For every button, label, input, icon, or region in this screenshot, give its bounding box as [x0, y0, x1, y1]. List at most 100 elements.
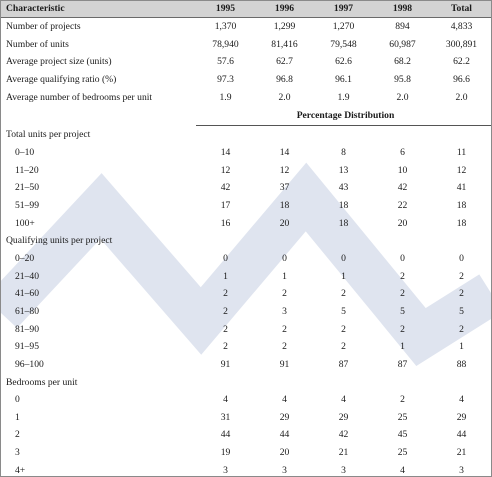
row-value: 2: [400, 288, 405, 300]
row-value: 1.9: [337, 91, 350, 103]
row-value: 1,370: [214, 21, 237, 32]
table-row: 91–95 2 2 2 1 1: [1, 338, 491, 356]
row-value: 2: [400, 323, 405, 335]
row-value: 1,270: [332, 21, 355, 32]
row-value: 19: [220, 447, 231, 459]
table-row: 81–90 2 2 2 2 2: [1, 321, 491, 339]
row-value: 2: [282, 288, 287, 300]
section-title-row: Total units per project: [1, 126, 491, 145]
row-value: 57.6: [217, 56, 234, 68]
row-value: 4,833: [450, 21, 473, 32]
table-row: 21–40 1 1 1 2 2: [1, 268, 491, 286]
row-value: 18: [338, 217, 349, 229]
summary-row: Average number of bedrooms per unit 1.9 2.…: [1, 89, 491, 107]
section-title-row: Qualifying units per project: [1, 232, 491, 250]
row-label: 21–40: [15, 270, 39, 282]
row-value: 78,940: [212, 38, 239, 50]
row-value: 2: [400, 270, 405, 282]
row-label: 91–95: [15, 341, 39, 353]
summary-row: Average project size (units) 57.6 62.7 62.6…: [1, 54, 491, 72]
row-value: 2: [282, 323, 287, 335]
row-value: 2: [341, 288, 346, 300]
row-value: 14: [279, 147, 290, 159]
row-value: 25: [397, 411, 408, 423]
row-value: 0: [341, 253, 346, 265]
row-value: 5: [459, 305, 464, 317]
table-row: 100+ 16 20 18 20 18: [1, 215, 491, 233]
row-value: 16: [220, 217, 231, 229]
row-value: 12: [456, 164, 467, 176]
row-value: 44: [456, 429, 467, 441]
row-label: 21–50: [15, 182, 39, 194]
table-row: 11–20 12 12 13 10 12: [1, 162, 491, 180]
row-value: 62.6: [335, 56, 352, 68]
row-label: Average project size (units): [6, 56, 112, 68]
row-value: 1: [459, 341, 464, 353]
row-value: 4: [400, 464, 405, 476]
row-value: 11: [456, 147, 467, 159]
column-header: 1995: [196, 1, 255, 18]
row-value: 10: [397, 164, 408, 176]
table-row: 21–50 42 37 43 42 41: [1, 180, 491, 198]
row-value: 41: [456, 182, 467, 194]
row-label: 4+: [15, 464, 26, 476]
row-label: Number of projects: [6, 21, 81, 32]
row-label: Average number of bedrooms per unit: [6, 91, 153, 103]
row-value: 1: [400, 341, 405, 353]
row-value: 12: [279, 164, 290, 176]
row-value: 2: [282, 341, 287, 353]
row-value: 91: [220, 358, 231, 370]
row-value: 2: [223, 305, 228, 317]
row-value: 2: [459, 270, 464, 282]
row-value: 5: [400, 305, 405, 317]
row-value: 44: [220, 429, 231, 441]
table-row: 51–99 17 18 18 22 18: [1, 197, 491, 215]
row-value: 87: [397, 358, 408, 370]
row-value: 62.7: [276, 56, 293, 68]
section-title-row: Bedrooms per unit: [1, 374, 491, 392]
row-value: 17: [220, 199, 231, 211]
row-value: 21: [456, 447, 467, 459]
row-value: 4: [459, 394, 464, 406]
row-value: 3: [459, 464, 464, 476]
header-row: Characteristic 1995 1996 1997 1998 Total: [1, 1, 491, 18]
row-value: 2: [459, 323, 464, 335]
row-value: 42: [397, 182, 408, 194]
row-value: 3: [282, 305, 287, 317]
row-value: 18: [338, 199, 349, 211]
table-row: 4+ 3 3 3 4 3: [1, 462, 491, 476]
row-label: 51–99: [15, 199, 39, 211]
row-value: 97.3: [217, 73, 234, 85]
row-value: 68.2: [394, 56, 411, 68]
table-body: Number of projects 1,370 1,299 1,270 894 4,83…: [1, 18, 491, 477]
row-value: 81,416: [271, 38, 298, 50]
row-value: 60,987: [389, 38, 416, 50]
row-value: 43: [338, 182, 349, 194]
row-value: 79,548: [330, 38, 357, 50]
row-value: 29: [279, 411, 290, 423]
row-value: 3: [282, 464, 287, 476]
row-value: 29: [338, 411, 349, 423]
row-value: 5: [341, 305, 346, 317]
row-value: 12: [220, 164, 231, 176]
row-value: 20: [279, 447, 290, 459]
row-value: 1: [223, 270, 228, 282]
row-value: 87: [338, 358, 349, 370]
row-value: 2.0: [278, 91, 291, 103]
section-title: Bedrooms per unit: [6, 376, 78, 388]
row-label: 100+: [15, 217, 35, 229]
row-value: 18: [456, 199, 467, 211]
row-label: Average qualifying ratio (%): [6, 73, 117, 85]
row-value: 1: [282, 270, 287, 282]
row-value: 96.8: [276, 73, 293, 85]
row-value: 2.0: [396, 91, 409, 103]
row-value: 2: [341, 323, 346, 335]
table-row: 0–10 14 14 8 6 11: [1, 144, 491, 162]
row-value: 0: [400, 253, 405, 265]
row-label: Number of units: [6, 38, 69, 50]
column-header: 1996: [255, 1, 314, 18]
row-value: 42: [220, 182, 231, 194]
table-row: 61–80 2 3 5 5 5: [1, 303, 491, 321]
